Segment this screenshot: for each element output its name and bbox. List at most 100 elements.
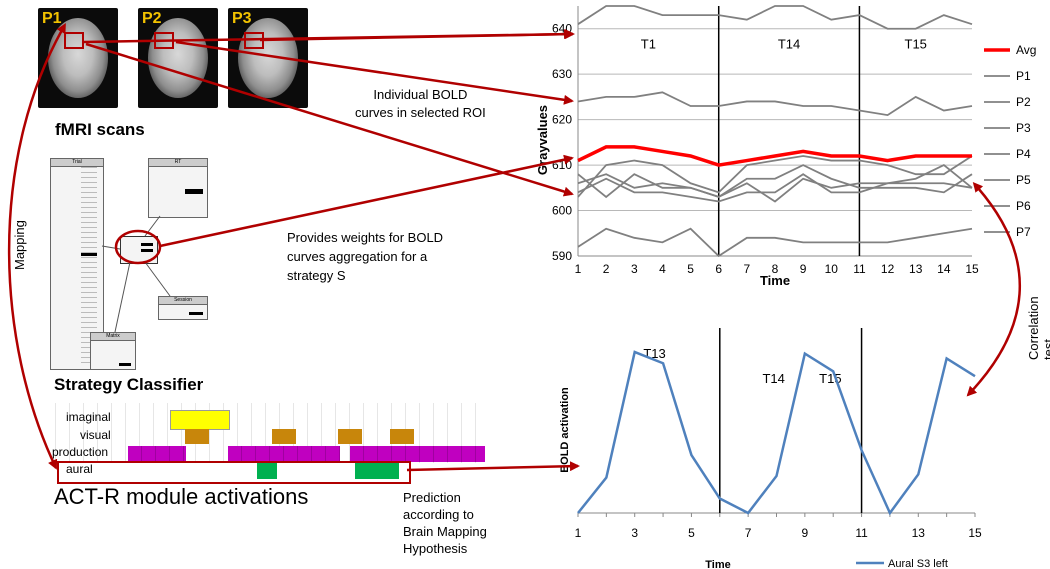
x-tick-label: 10: [825, 262, 839, 276]
x-tick-label: 12: [881, 262, 895, 276]
individual-curves-note: Individual BOLD curves in selected ROI: [355, 86, 486, 122]
trial-table-column: [81, 167, 97, 367]
prediction-line: according to: [403, 507, 474, 522]
x-tick-label: 15: [968, 526, 982, 540]
series-line-p3: [577, 155, 973, 198]
classifier-link: [114, 261, 131, 333]
series-line-p1: [577, 5, 973, 30]
x-tick-label: 2: [603, 262, 610, 276]
arrow-weights-to-avg: [159, 154, 574, 248]
individual-curves-line: curves in selected ROI: [355, 105, 486, 120]
strategy-node-bar: [141, 243, 153, 246]
series-line-aural-s3-left: [577, 350, 976, 516]
matrix-table-selected-row: [119, 363, 131, 366]
trial-table-title: Trial: [51, 159, 103, 167]
visual-activation: [390, 429, 414, 444]
series-line-p7: [577, 227, 973, 258]
x-tick-label: 1: [575, 262, 582, 276]
scan-p2: P2: [138, 8, 218, 108]
y-tick-label: 630: [552, 67, 572, 81]
series-line-p2: [577, 91, 973, 117]
prediction-line: Hypothesis: [403, 541, 468, 556]
x-axis-title: Time: [705, 559, 730, 569]
series-line-p4: [577, 164, 973, 198]
series-line-p5: [577, 164, 973, 203]
fmri-scans-heading: fMRI scans: [55, 120, 145, 139]
x-tick-label: 13: [912, 526, 926, 540]
x-tick-label: 15: [965, 262, 979, 276]
arrow-p3-roi-to-curve: [85, 42, 574, 197]
matrix-table: Matrix: [90, 332, 136, 370]
prediction-line: Brain Mapping: [403, 524, 487, 539]
y-axis-title: Grayvalues: [535, 105, 550, 175]
x-tick-label: 5: [687, 262, 694, 276]
y-tick-label: 600: [552, 204, 572, 218]
correlation-arrow: [966, 181, 1021, 397]
module-label-production: production: [52, 445, 109, 459]
y-tick-label: 590: [552, 249, 572, 263]
legend-label: P1: [1016, 69, 1031, 83]
legend-label: P2: [1016, 95, 1031, 109]
prediction-line: Prediction: [403, 490, 461, 505]
phase-label: T15: [905, 37, 927, 52]
aural-activation: [257, 463, 277, 479]
x-tick-label: 9: [802, 526, 809, 540]
module-label-imaginal: imaginal: [66, 410, 111, 424]
scan-label-p1: P1: [42, 10, 62, 27]
flow-arrows: [7, 22, 1021, 472]
legend-label: Avg: [1016, 43, 1036, 57]
legend-label: P6: [1016, 199, 1031, 213]
scan-p3: P3: [228, 8, 308, 108]
brain-image: [148, 18, 208, 98]
x-tick-label: 7: [744, 262, 751, 276]
strategy-classifier-heading: Strategy Classifier: [54, 375, 204, 394]
x-axis-title: Time: [760, 273, 790, 288]
production-activation: [228, 446, 340, 462]
x-tick-label: 11: [855, 526, 868, 540]
x-tick-label: 6: [715, 262, 722, 276]
visual-activation: [338, 429, 362, 444]
x-tick-label: 14: [937, 262, 951, 276]
x-tick-label: 11: [853, 262, 866, 276]
phase-label: T14: [762, 371, 784, 386]
x-tick-label: 9: [800, 262, 807, 276]
x-tick-label: 5: [688, 526, 695, 540]
aural-row-highlight: [57, 461, 411, 484]
legend-label: P3: [1016, 121, 1031, 135]
y-tick-label: 620: [552, 113, 572, 127]
matrix-table-title: Matrix: [91, 333, 135, 341]
aural-activation: [355, 463, 399, 479]
module-label-aural: aural: [66, 462, 93, 476]
arrow-prediction-to-bold: [406, 461, 580, 472]
strategy-weights-highlight: [114, 229, 162, 265]
weights-note: Provides weights for BOLD curves aggrega…: [287, 228, 443, 285]
arrow-p3-to-curve: [259, 29, 574, 42]
visual-activation: [272, 429, 296, 444]
production-activation: [128, 446, 186, 462]
x-tick-label: 1: [575, 526, 582, 540]
arrow-p2-to-curve: [175, 40, 574, 105]
individual-curves-line: Individual BOLD: [373, 87, 468, 102]
y-axis-title: BOLD activation: [559, 387, 571, 473]
strategy-node-bar: [141, 249, 153, 252]
weights-line: strategy S: [287, 268, 346, 283]
weights-line: curves aggregation for a: [287, 249, 428, 264]
legend-label: Aural S3 left: [888, 558, 948, 569]
production-activation: [350, 446, 485, 462]
x-tick-label: 4: [659, 262, 666, 276]
mapping-arrow: [7, 22, 66, 470]
classifier-link: [144, 261, 171, 297]
actr-heading: ACT-R module activations: [54, 484, 309, 509]
scan-label-p2: P2: [142, 10, 162, 27]
prediction-note: Prediction according to Brain Mapping Hy…: [403, 489, 487, 557]
session-table-title: Session: [159, 297, 207, 305]
session-table: Session: [158, 296, 208, 320]
legend-label: P5: [1016, 173, 1031, 187]
x-tick-label: 7: [745, 526, 752, 540]
legend-label: P4: [1016, 147, 1031, 161]
x-tick-label: 13: [909, 262, 923, 276]
weights-line: Provides weights for BOLD: [287, 230, 444, 245]
